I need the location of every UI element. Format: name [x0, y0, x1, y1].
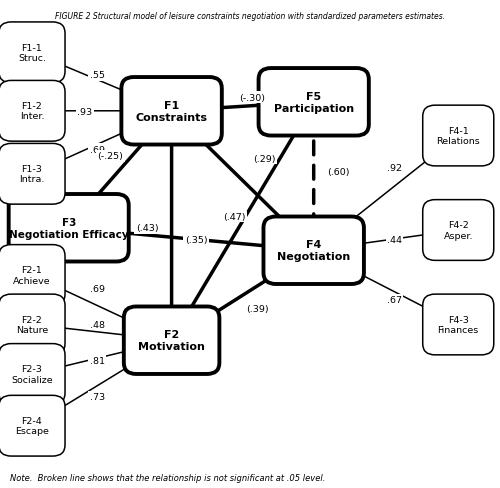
Text: F1
Constraints: F1 Constraints	[136, 101, 208, 122]
Text: .81: .81	[90, 356, 104, 365]
FancyBboxPatch shape	[8, 195, 128, 262]
Text: F1-1
Struc.: F1-1 Struc.	[18, 43, 46, 63]
Text: FIGURE 2 Structural model of leisure constraints negotiation with standardized p: FIGURE 2 Structural model of leisure con…	[55, 12, 445, 21]
Text: .92: .92	[387, 163, 402, 172]
Text: F1-3
Intra.: F1-3 Intra.	[20, 165, 44, 184]
Text: F2-1
Achieve: F2-1 Achieve	[13, 266, 51, 285]
FancyBboxPatch shape	[264, 217, 364, 285]
Text: F2-3
Socialize: F2-3 Socialize	[11, 365, 53, 384]
Text: .93: .93	[78, 108, 92, 117]
Text: (.35): (.35)	[185, 235, 208, 244]
FancyBboxPatch shape	[0, 294, 65, 355]
Text: F2
Motivation: F2 Motivation	[138, 330, 205, 351]
Text: F2-4
Escape: F2-4 Escape	[15, 416, 49, 435]
Text: (.39): (.39)	[246, 305, 268, 314]
FancyBboxPatch shape	[0, 81, 65, 142]
Text: .55: .55	[90, 71, 104, 80]
Text: F4-2
Asper.: F4-2 Asper.	[444, 221, 473, 240]
Text: (.43): (.43)	[136, 224, 158, 233]
FancyBboxPatch shape	[0, 144, 65, 205]
Text: F4
Negotiation: F4 Negotiation	[277, 240, 350, 262]
FancyBboxPatch shape	[258, 69, 369, 136]
Text: .48: .48	[90, 320, 104, 329]
Text: .44: .44	[387, 235, 402, 244]
FancyBboxPatch shape	[0, 395, 65, 456]
FancyBboxPatch shape	[0, 245, 65, 305]
FancyBboxPatch shape	[124, 307, 220, 374]
Text: (-.30): (-.30)	[240, 94, 266, 102]
FancyBboxPatch shape	[422, 294, 494, 355]
Text: .69: .69	[90, 285, 104, 293]
Text: Note.  Broken line shows that the relationship is not significant at .05 level.: Note. Broken line shows that the relatio…	[10, 473, 326, 482]
FancyBboxPatch shape	[0, 23, 65, 83]
FancyBboxPatch shape	[422, 200, 494, 261]
Text: .73: .73	[90, 392, 104, 401]
Text: F3
Negotiation Efficacy: F3 Negotiation Efficacy	[9, 218, 128, 239]
Text: .67: .67	[387, 296, 402, 305]
Text: F2-2
Nature: F2-2 Nature	[16, 315, 48, 334]
Text: (.29): (.29)	[254, 154, 276, 163]
Text: F4-3
Finances: F4-3 Finances	[438, 315, 479, 334]
Text: (-.25): (-.25)	[98, 152, 124, 161]
Text: F5
Participation: F5 Participation	[274, 92, 354, 113]
FancyBboxPatch shape	[122, 78, 222, 145]
Text: .69: .69	[90, 145, 104, 154]
FancyBboxPatch shape	[422, 106, 494, 166]
FancyBboxPatch shape	[0, 344, 65, 405]
Text: (.47): (.47)	[223, 213, 246, 222]
Text: F1-2
Inter.: F1-2 Inter.	[20, 102, 44, 121]
Text: F4-1
Relations: F4-1 Relations	[436, 126, 480, 146]
Text: (.60): (.60)	[327, 168, 349, 177]
